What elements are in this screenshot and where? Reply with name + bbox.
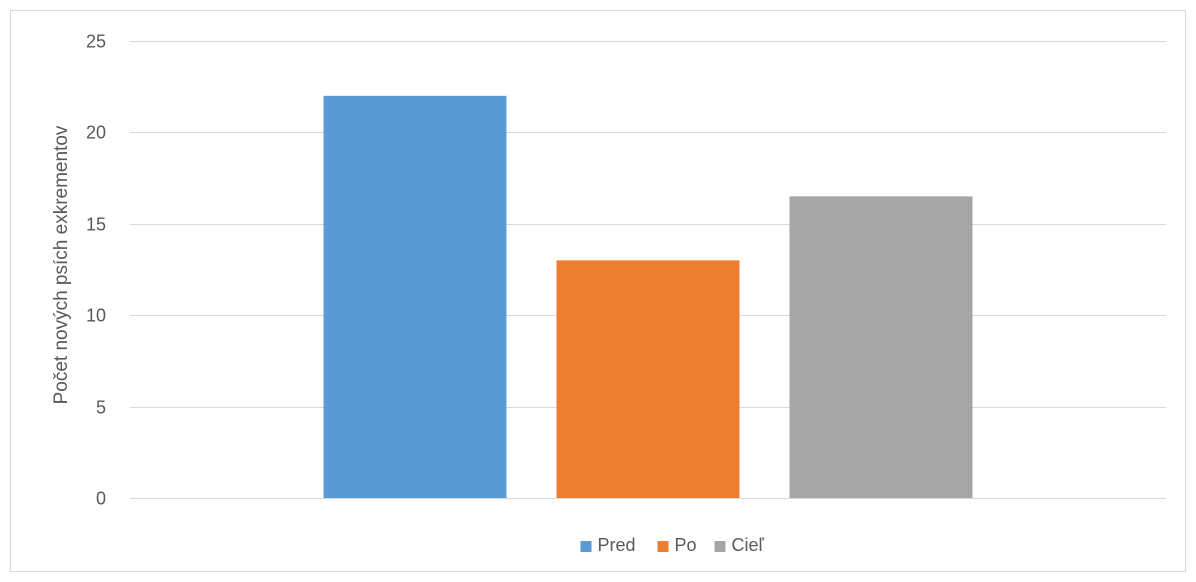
legend-swatch — [657, 541, 669, 552]
bar-pred — [323, 95, 507, 498]
y-tick-label: 20 — [86, 123, 106, 143]
y-axis-ticks: 0 5 10 15 20 25 — [86, 32, 106, 509]
legend-item: Po — [657, 535, 697, 555]
legend: Pred Po Cieľ — [580, 535, 765, 555]
bar-po — [556, 260, 740, 498]
gridlines — [130, 41, 1166, 499]
y-tick-label: 15 — [86, 215, 106, 235]
y-tick-label: 10 — [86, 306, 106, 326]
y-axis-title: Počet nových psích exkrementov — [51, 125, 72, 404]
y-tick-label: 25 — [86, 32, 106, 52]
y-tick-label: 5 — [96, 398, 106, 418]
legend-label: Pred — [598, 535, 636, 555]
legend-label: Po — [675, 535, 697, 555]
legend-swatch — [714, 541, 726, 552]
y-tick-label: 0 — [96, 489, 106, 509]
legend-label: Cieľ — [732, 535, 765, 555]
legend-item: Pred — [580, 535, 636, 555]
legend-item: Cieľ — [714, 535, 765, 555]
bars — [323, 95, 973, 498]
legend-swatch — [580, 541, 592, 552]
bar-cieľ — [789, 196, 973, 498]
